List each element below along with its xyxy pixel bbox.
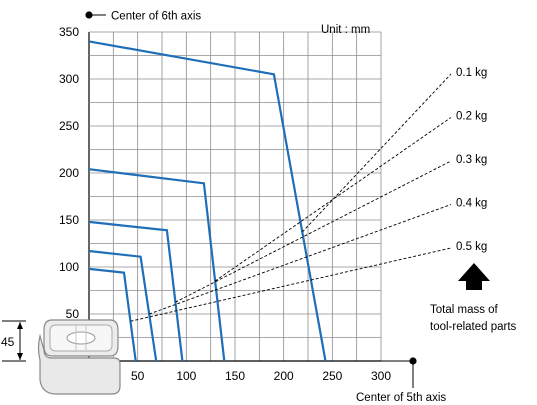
series-line [88, 220, 184, 362]
y-tick-label: 200 [59, 166, 79, 180]
series-group [88, 40, 327, 362]
y-tick-label: 100 [59, 260, 79, 274]
x-tick-label: 250 [322, 369, 342, 383]
x-tick-label: 50 [131, 369, 145, 383]
x-tick-label: 150 [225, 369, 245, 383]
legend-label: 0.2 kg [456, 111, 487, 123]
legend-label: 0.3 kg [456, 154, 487, 166]
tick-labels: 05010015020025030050100150200250300350 [59, 25, 391, 383]
legend-leader-line [148, 204, 452, 315]
up-arrow-icon [458, 263, 490, 290]
legend-label: 0.5 kg [456, 241, 487, 253]
series-line [88, 40, 327, 362]
legend-leader-line [175, 160, 452, 303]
series-line [88, 249, 158, 362]
y-tick-label: 350 [59, 25, 79, 39]
center-5th-axis-label: Center of 5th axis [356, 392, 446, 404]
unit-note: Unit : mm [321, 24, 370, 36]
series-line [88, 168, 226, 362]
y-tick-label: 250 [59, 119, 79, 133]
grid [88, 31, 413, 362]
legend-leader-line [214, 117, 452, 282]
legend-label: 0.1 kg [456, 67, 487, 79]
legend-leaders [130, 73, 452, 322]
legend-label: 0.4 kg [456, 198, 487, 210]
legend-leader-line [130, 247, 452, 322]
mass-caption-line2: tool-related parts [430, 321, 517, 333]
robot-wrist-illustration [37, 319, 121, 395]
mass-caption-line1: Total mass of [430, 304, 499, 316]
x-tick-label: 300 [371, 369, 391, 383]
y-tick-label: 50 [66, 307, 80, 321]
y-tick-label: 150 [59, 213, 79, 227]
legend-leader-line [301, 73, 452, 233]
dimension-45: 45 [1, 320, 26, 362]
y-tick-label: 300 [59, 72, 79, 86]
dimension-45-label: 45 [1, 335, 15, 349]
x-tick-label: 100 [176, 369, 196, 383]
series-line [88, 267, 137, 362]
x-tick-label: 200 [274, 369, 294, 383]
center-6th-axis-label: Center of 6th axis [111, 11, 201, 23]
legend: 0.1 kg 0.2 kg 0.3 kg 0.4 kg 0.5 kg [456, 67, 487, 253]
